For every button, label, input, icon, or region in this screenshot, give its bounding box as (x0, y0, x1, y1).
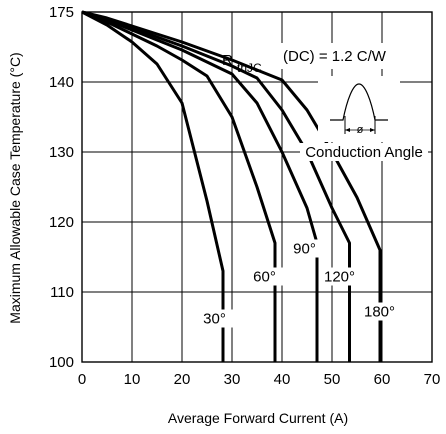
r-value: (DC) = 1.2 C/W (283, 48, 387, 65)
r-symbol: R (222, 52, 233, 69)
x-tick-label: 0 (78, 371, 86, 388)
y-tick-label: 140 (49, 74, 74, 91)
series-line (81, 10, 277, 362)
x-tick-label: 70 (424, 371, 441, 388)
x-tick-label: 20 (174, 371, 191, 388)
conduction-angle-label: Conduction Angle (305, 144, 423, 161)
y-tick-label: 120 (49, 214, 74, 231)
y-tick-label: 100 (49, 354, 74, 371)
series-line (81, 10, 225, 362)
x-tick-label: 30 (224, 371, 241, 388)
conduction-angle-sketch: ø Conduction Angle (300, 76, 428, 161)
x-tick-label: 60 (374, 371, 391, 388)
rthjc-annotation: R thJC (DC) = 1.2 C/W (222, 43, 408, 75)
x-tick-label: 50 (324, 371, 341, 388)
series-line (81, 10, 351, 362)
derating-curves (81, 10, 382, 362)
series-labels: 30° 60° 90° 120° 180° (196, 239, 398, 328)
plot-frame (81, 11, 433, 363)
x-axis-title: Average Forward Current (A) (168, 410, 348, 426)
r-subscript: thJC (237, 61, 262, 75)
series-label: 180° (364, 304, 395, 321)
x-tick-label: 40 (274, 371, 291, 388)
series-label: 90° (293, 241, 316, 258)
series-label: 60° (253, 269, 276, 286)
svg-text:R thJC: R thJC (222, 52, 262, 75)
y-tick-label: 130 (49, 144, 74, 161)
y-axis-title: Maximum Allowable Case Temperature (°C) (7, 52, 23, 323)
series-label: 120° (324, 269, 355, 286)
x-tick-label: 10 (124, 371, 141, 388)
phi-symbol: ø (357, 124, 364, 136)
half-sine-waveform (330, 83, 388, 121)
y-tick-label: 175 (49, 4, 74, 21)
series-line (81, 10, 319, 362)
y-tick-labels: 100 110 120 130 140 175 (49, 4, 74, 371)
series-label: 30° (203, 311, 226, 328)
y-tick-label: 110 (50, 284, 74, 301)
x-tick-labels: 0 10 20 30 40 50 60 70 (78, 371, 441, 388)
series-line (81, 10, 382, 362)
